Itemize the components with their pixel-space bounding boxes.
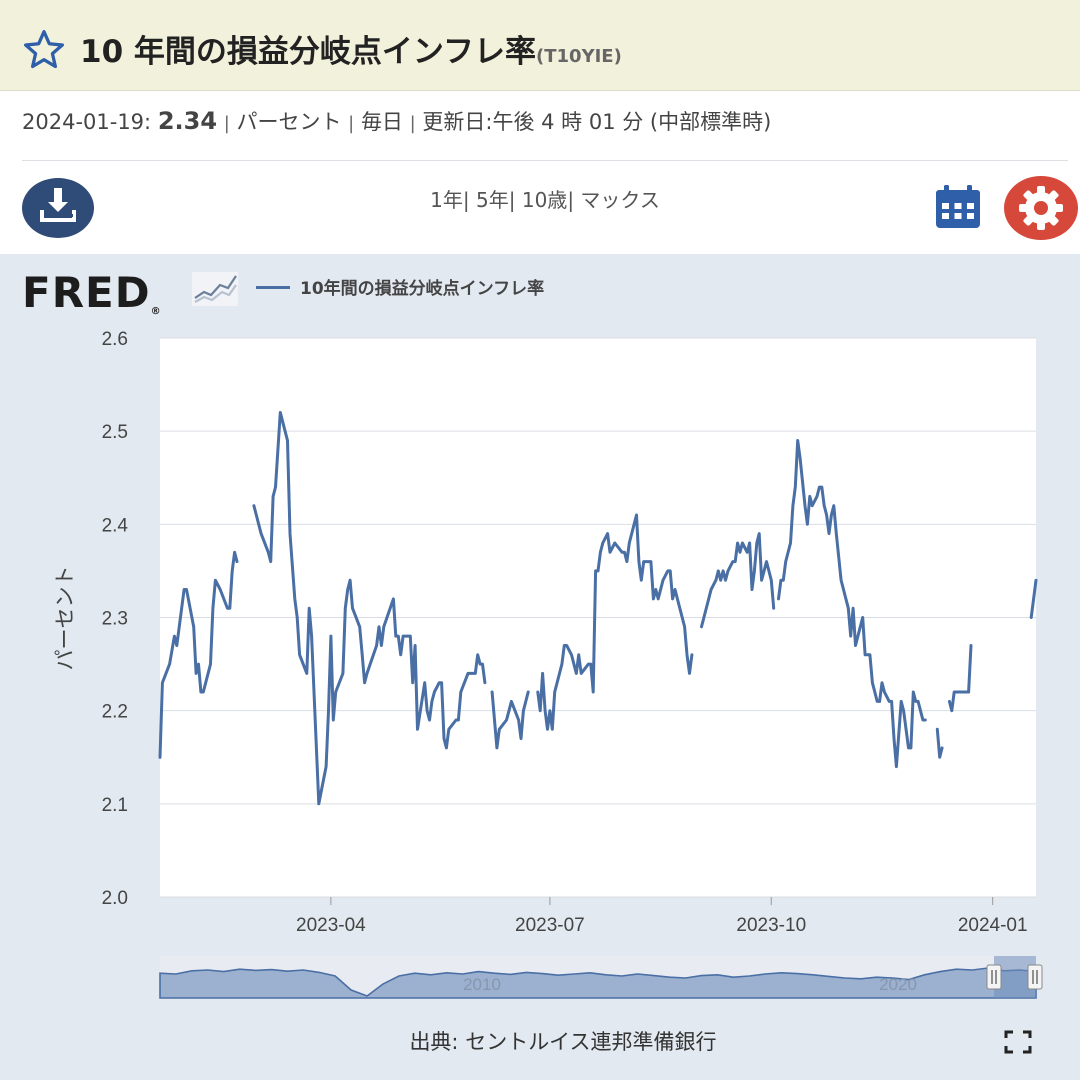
star-icon[interactable] <box>22 28 66 72</box>
download-icon <box>40 188 76 222</box>
navigator-area <box>159 967 1037 999</box>
range-navigator[interactable]: 2010 2020 <box>159 956 1043 999</box>
meta-date: 2024-01-19: <box>22 110 152 134</box>
range-selector: 1年| 5年| 10歳| マックス <box>0 184 1080 213</box>
x-tick-label: 2023-07 <box>515 915 585 936</box>
source-text: 出典: セントルイス連邦準備銀行 <box>409 1030 717 1054</box>
fullscreen-icon[interactable] <box>1004 1030 1032 1054</box>
navigator-handle-left[interactable] <box>986 964 1002 990</box>
separator: | <box>567 188 581 212</box>
gear-icon <box>1019 186 1063 230</box>
y-tick-label: 2.3 <box>102 609 128 630</box>
calendar-icon[interactable] <box>934 184 982 230</box>
navigator-handle-right[interactable] <box>1027 964 1043 990</box>
y-tick-label: 2.0 <box>102 888 128 909</box>
separator: | <box>348 113 355 134</box>
x-tick-label: 2024-01 <box>958 915 1028 936</box>
series-code: (T10YIE) <box>536 46 622 67</box>
range-5y[interactable]: 5年 <box>476 188 509 212</box>
range-10y[interactable]: 10歳 <box>521 188 568 212</box>
x-tick-label: 2023-04 <box>296 915 366 936</box>
y-tick-label: 2.2 <box>102 702 128 723</box>
page-title: 10 年間の損益分岐点インフレ率(T10YIE) <box>80 26 622 71</box>
separator: | <box>409 113 416 134</box>
series-title: 10 年間の損益分岐点インフレ率 <box>80 34 537 70</box>
y-tick-label: 2.1 <box>102 795 128 816</box>
navigator-label: 2010 <box>463 975 501 994</box>
navigator-label: 2020 <box>879 975 917 994</box>
x-tick-label: 2023-10 <box>736 915 806 936</box>
separator: | <box>462 188 477 212</box>
range-1y[interactable]: 1年 <box>430 188 463 212</box>
fred-logo: FRED® <box>22 268 162 317</box>
meta-value: 2.34 <box>157 107 218 135</box>
line-chart: 2.6 2.5 2.4 2.3 2.2 2.1 2.0 2023-04 2023-07 2023… <box>54 329 1043 999</box>
download-button[interactable] <box>22 178 94 238</box>
fred-graph-icon <box>192 272 238 306</box>
title-bar: 10 年間の損益分岐点インフレ率(T10YIE) <box>0 0 1080 91</box>
settings-button[interactable] <box>1004 176 1078 240</box>
separator: | <box>223 113 230 134</box>
meta-units: パーセント <box>236 110 342 134</box>
range-max[interactable]: マックス <box>580 188 660 212</box>
series-line <box>158 411 1038 806</box>
meta-updated: 更新日:午後 4 時 01 分 (中部標準時) <box>422 110 772 134</box>
divider <box>22 160 1068 161</box>
series-meta: 2024-01-19: 2.34 | パーセント | 毎日 | 更新日:午後 4… <box>22 106 771 136</box>
y-tick-label: 2.5 <box>102 422 128 443</box>
y-tick-label: 2.4 <box>102 515 129 536</box>
legend-swatch <box>256 286 290 289</box>
separator: | <box>508 188 522 212</box>
meta-frequency: 毎日 <box>360 110 403 134</box>
y-axis-label: パーセント <box>54 566 77 671</box>
legend-label: 10年間の損益分岐点インフレ率 <box>300 279 545 299</box>
y-tick-label: 2.6 <box>102 329 128 350</box>
